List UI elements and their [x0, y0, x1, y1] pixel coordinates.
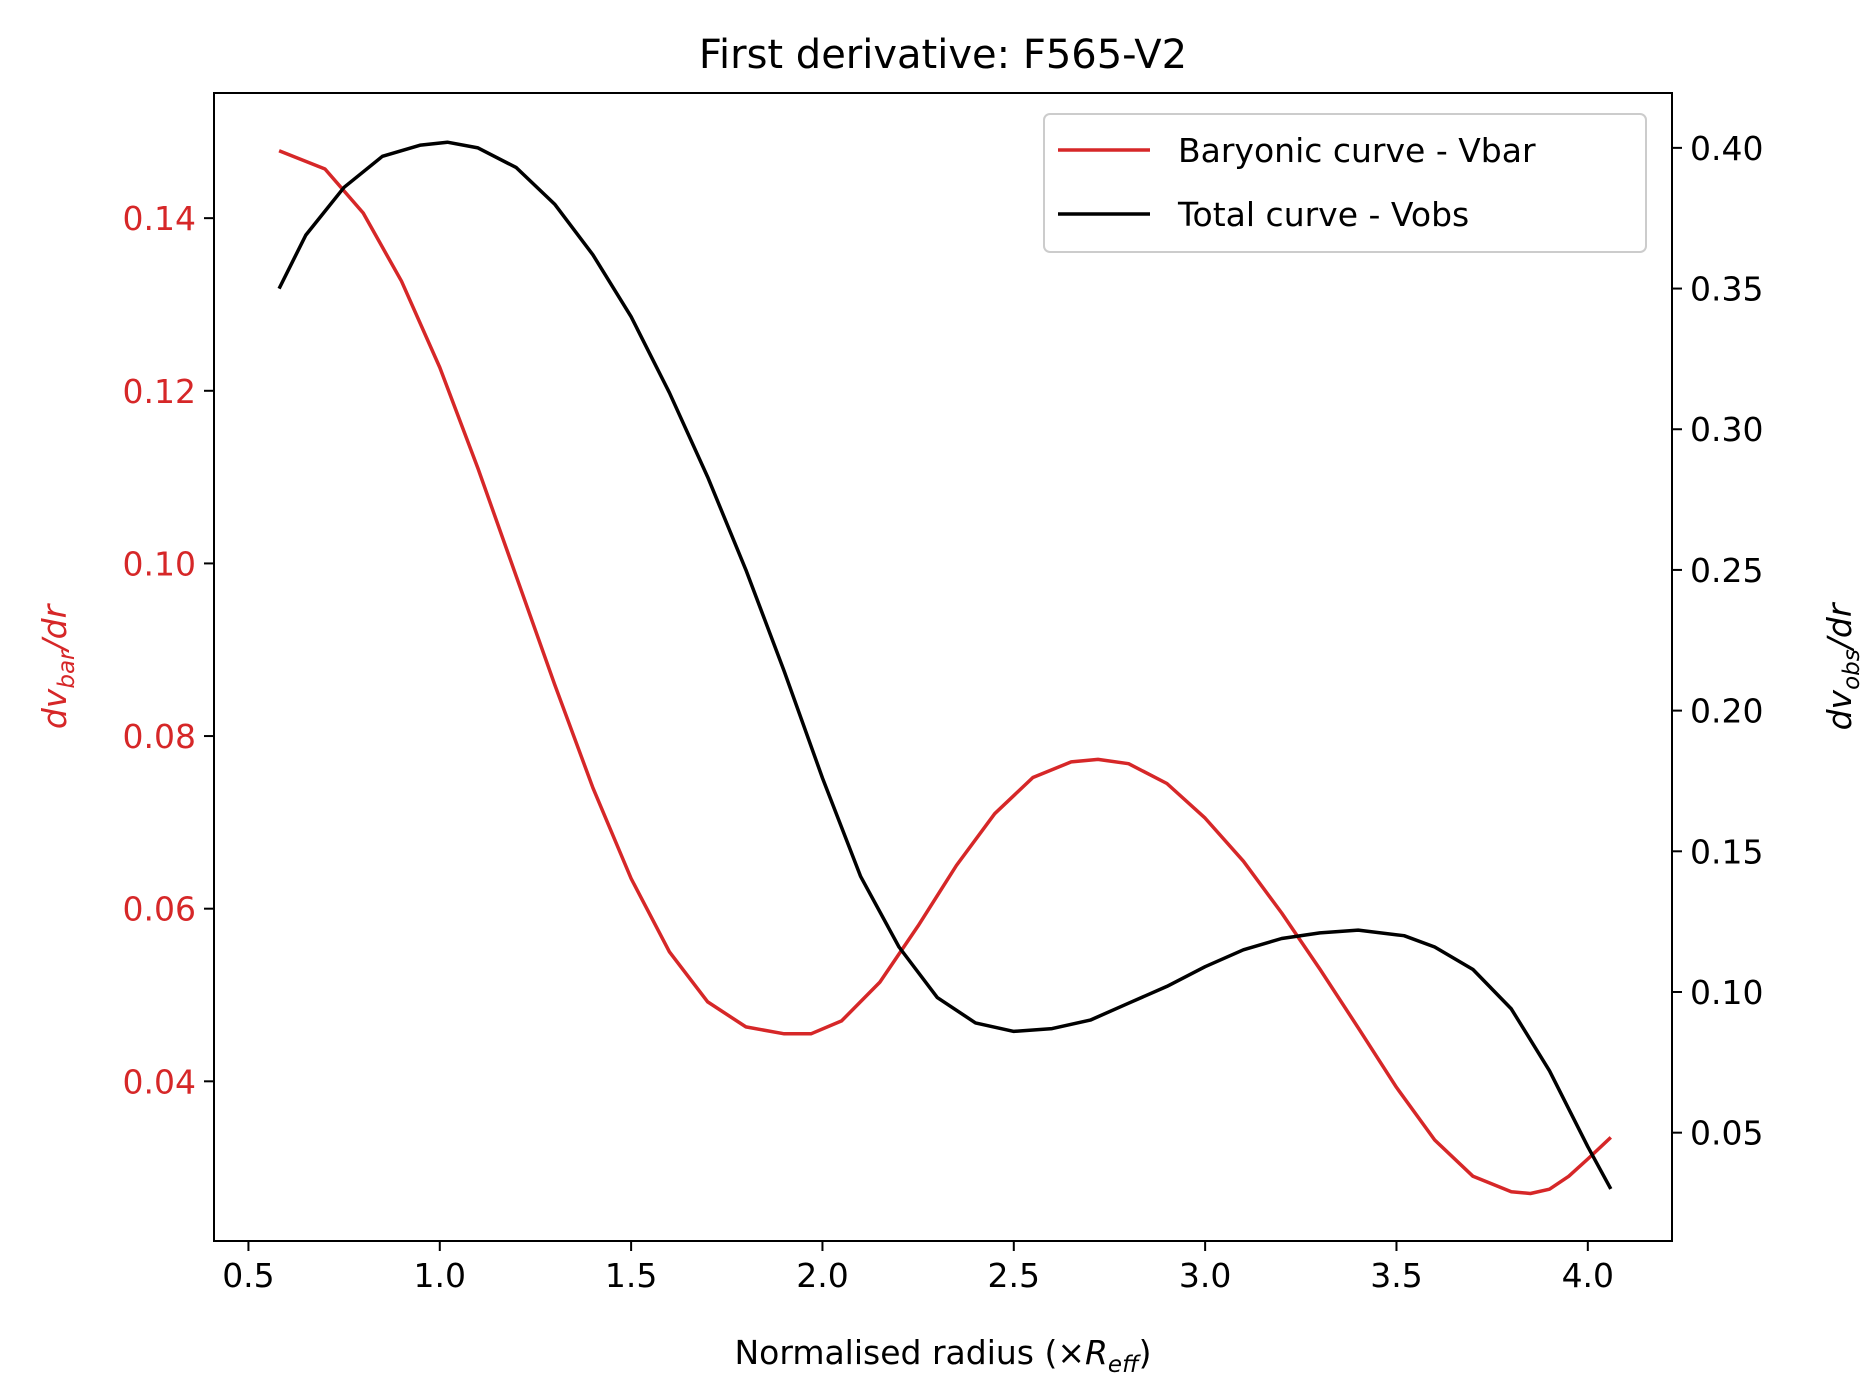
x-tick-label: 2.5: [988, 1256, 1040, 1295]
x-axis-label: Normalised radius (×Reff): [734, 1333, 1151, 1378]
y-axis-label-left: dvbar/dr: [35, 602, 80, 729]
y-tick-label-left: 0.06: [123, 890, 196, 929]
chart-title: First derivative: F565-V2: [699, 32, 1187, 78]
y-tick-label-right: 0.20: [1690, 692, 1763, 731]
legend-label-total: Total curve - Vobs: [1177, 195, 1469, 234]
y-tick-label-left: 0.12: [123, 372, 196, 411]
y-tick-label-right: 0.05: [1690, 1114, 1763, 1153]
y-tick-label-right: 0.40: [1690, 129, 1763, 168]
plot-frame: [213, 92, 1673, 1242]
x-tick-label: 1.5: [605, 1256, 657, 1295]
legend-box: [1043, 113, 1647, 253]
x-tick-label: 4.0: [1562, 1256, 1614, 1295]
y-tick-label-right: 0.35: [1690, 270, 1763, 309]
y-tick-label-right: 0.25: [1690, 551, 1763, 590]
x-tick-label: 1.0: [414, 1256, 466, 1295]
series-layer: [277, 140, 1613, 1196]
y-tick-label-left: 0.10: [123, 544, 196, 583]
y-tick-label-right: 0.30: [1690, 410, 1763, 449]
series-line-total: [277, 140, 1613, 1190]
x-tick-label: 3.0: [1179, 1256, 1231, 1295]
y-tick-label-left: 0.08: [123, 717, 196, 756]
series-line-baryonic: [278, 149, 1612, 1196]
y-tick-label-left: 0.14: [123, 199, 196, 238]
y-axis-label-right: dvobs/dr: [1820, 601, 1865, 730]
y-tick-label-right: 0.10: [1690, 973, 1763, 1012]
x-tick-label: 0.5: [222, 1256, 274, 1295]
y-tick-label-left: 0.04: [123, 1062, 196, 1101]
x-tick-label: 2.0: [796, 1256, 848, 1295]
x-axis: 0.5 1.0 1.5 2.0 2.5 3.0 3.5 4.0: [222, 1241, 1614, 1295]
y-axis-right: 0.05 0.10 0.15 0.20 0.25 0.30 0.35 0.40: [1672, 129, 1763, 1153]
y-tick-label-right: 0.15: [1690, 832, 1763, 871]
legend: Baryonic curve - Vbar Total curve - Vobs: [1043, 113, 1647, 253]
legend-label-baryonic: Baryonic curve - Vbar: [1178, 131, 1536, 170]
x-tick-label: 3.5: [1370, 1256, 1422, 1295]
y-axis-left: 0.04 0.06 0.08 0.10 0.12 0.14: [123, 199, 214, 1101]
